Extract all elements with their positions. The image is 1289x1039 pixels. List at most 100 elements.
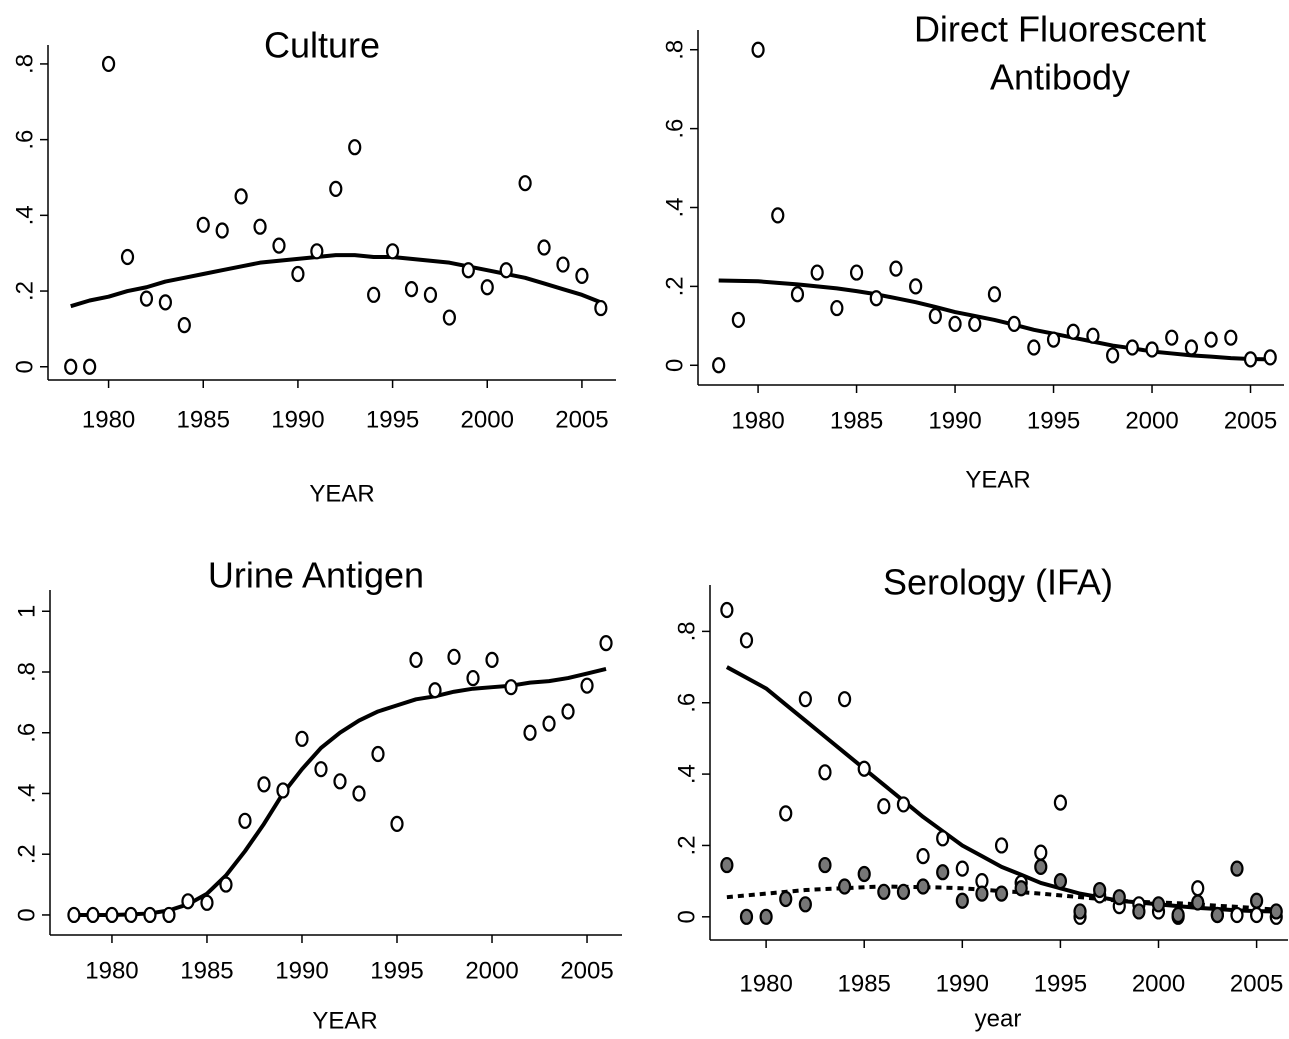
chart-title: Direct Fluorescent [914,9,1206,50]
y-tick-label: .4 [11,205,38,225]
data-point [751,41,765,58]
x-tick-label: 1995 [1027,407,1080,434]
x-tick-label: 1985 [180,957,233,984]
x-tick-label: 1980 [739,970,792,997]
data-point [139,290,154,307]
x-tick-label: 2005 [560,957,613,984]
data-point [849,264,864,281]
data-point [1191,894,1205,911]
x-tick-label: 1985 [177,406,230,433]
data-point [955,892,969,909]
data-point [720,601,734,619]
data-point [219,876,233,893]
data-point [371,745,385,763]
data-point [1046,331,1061,348]
data-point [1269,903,1283,920]
data-point [101,55,116,73]
data-point [291,265,305,283]
data-point [461,262,475,279]
data-point [200,894,214,911]
chart-title: Serology (IFA) [883,562,1113,603]
x-tick-label: 1980 [85,957,138,984]
data-point [1191,880,1205,897]
x-tick-label: 1990 [936,970,989,997]
data-point [385,243,400,260]
data-point [1151,896,1166,913]
y-tick-label: .2 [661,276,688,296]
chart-title: Culture [264,25,380,66]
data-point [314,761,328,778]
data-point [896,796,911,813]
data-point [1224,329,1238,346]
data-point [857,760,871,777]
y-tick-label: .4 [661,197,688,217]
data-point [599,635,613,652]
data-point [518,175,532,192]
data-point [442,309,456,326]
data-point [909,278,923,295]
data-point [759,908,773,925]
data-point [1034,844,1048,861]
data-point [720,856,734,874]
data-point [537,239,551,256]
x-tick-label: 1995 [370,957,423,984]
data-point [869,290,883,307]
x-axis-label: YEAR [309,480,374,507]
x-tick-label: 1985 [838,970,891,997]
data-point [333,773,347,790]
x-axis-label: YEAR [312,1007,377,1034]
data-point [177,317,191,334]
data-point [818,764,832,781]
data-point [162,906,176,924]
x-tick-label: 2000 [1125,407,1178,434]
data-point [158,294,172,311]
data-point [1086,327,1100,344]
x-tick-label: 1995 [1034,970,1087,997]
y-tick-label: 0 [13,908,40,921]
data-point [712,357,726,374]
fit-line [73,667,607,917]
x-tick-label: 2000 [1132,970,1185,997]
chart-title: Antibody [990,57,1130,98]
data-point [837,691,852,708]
data-point [447,648,461,665]
data-point [1263,349,1277,366]
data-point [404,281,419,298]
chart-title: Urine Antigen [208,555,424,596]
data-point [86,906,100,924]
data-point [1007,315,1021,332]
x-tick-label: 1990 [271,406,324,433]
data-point [1250,906,1264,924]
x-axis-label: YEAR [965,466,1030,493]
data-point [480,279,494,296]
data-point [818,856,832,874]
data-point [67,906,81,924]
y-tick-label: .8 [13,662,40,682]
data-point [837,878,852,895]
data-point [348,139,362,156]
y-tick-label: .6 [661,119,688,139]
data-point [877,798,891,815]
data-point [987,286,1002,303]
data-point [352,785,366,802]
data-point [936,864,950,881]
data-point [215,222,229,239]
data-point [779,890,793,908]
data-point [428,682,442,699]
data-point [955,860,969,877]
data-point [1053,794,1068,811]
data-point [916,848,930,865]
y-tick-label: .8 [11,54,38,74]
x-axis-label: year [975,1005,1022,1032]
data-point [1243,351,1258,368]
data-point [181,893,195,910]
x-tick-label: 2005 [555,406,608,433]
data-point [575,267,589,285]
data-point [1027,339,1041,356]
data-point [580,677,594,694]
data-point [238,812,252,829]
data-point [779,805,793,822]
data-point [739,908,754,925]
x-tick-label: 2000 [465,957,518,984]
